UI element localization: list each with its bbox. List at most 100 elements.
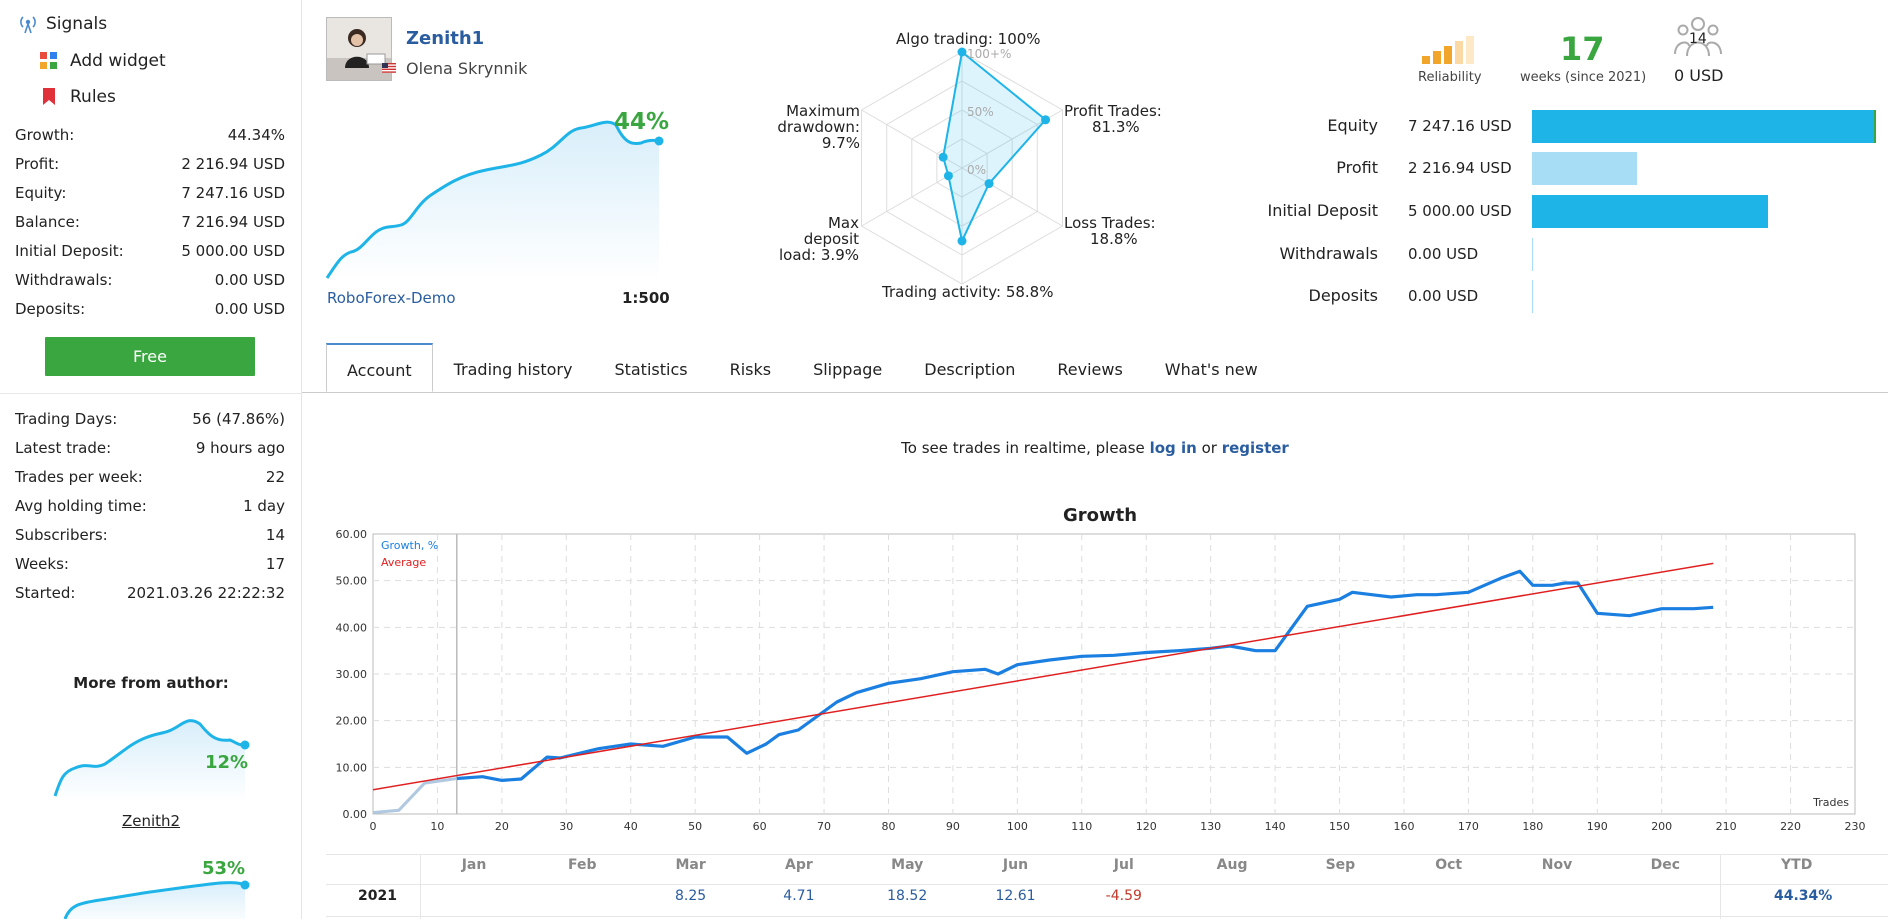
stat-initial-deposit: Initial Deposit: 5 000.00 USD <box>15 242 285 260</box>
stat-trading-days: Trading Days: 56 (47.86%) <box>15 410 285 428</box>
monthly-table <box>326 854 1888 919</box>
bar-value: 2 216.94 USD <box>1408 159 1512 177</box>
author-signal-growth: 53% <box>202 858 246 879</box>
author-signal-card[interactable]: 53% <box>50 855 250 919</box>
stat-deposits: Deposits: 0.00 USD <box>15 300 285 318</box>
chart-y-tick: 0.00 <box>343 808 368 821</box>
signal-name-link[interactable]: Zenith1 <box>406 28 485 49</box>
month-header: Jan <box>461 857 487 873</box>
chart-x-tick: 110 <box>1071 820 1092 833</box>
subscribers-people-icon <box>1674 17 1722 57</box>
free-subscribe-button[interactable]: Free <box>45 337 255 376</box>
weeks-value: 17 <box>1560 30 1605 68</box>
realtime-notice: To see trades in realtime, please log in… <box>901 439 1289 457</box>
chart-x-tick: 120 <box>1136 820 1157 833</box>
chart-legend-average: Average <box>381 556 426 569</box>
author-signal-growth: 12% <box>205 752 249 773</box>
chart-x-tick: 140 <box>1265 820 1286 833</box>
chart-y-tick: 30.00 <box>336 668 368 681</box>
bar-profit <box>1532 152 1637 185</box>
bar-label: Profit <box>1336 158 1378 177</box>
tab-bar: Account Trading history Statistics Risks Sli… <box>326 343 1279 393</box>
signal-antenna-icon <box>20 16 36 34</box>
tab-account[interactable]: Account <box>326 343 433 392</box>
chart-x-tick: 50 <box>688 820 702 833</box>
month-header: Sep <box>1325 857 1356 873</box>
stat-growth: Growth: 44.34% <box>15 126 285 144</box>
month-header: Apr <box>785 857 813 873</box>
chart-x-tick: 30 <box>559 820 573 833</box>
stat-withdrawals: Withdrawals: 0.00 USD <box>15 271 285 289</box>
nav-signals[interactable]: Signals <box>18 14 107 34</box>
register-link[interactable]: register <box>1221 439 1289 457</box>
nav-label: Rules <box>70 87 116 107</box>
chart-series-growth <box>456 569 1714 782</box>
radar-point <box>957 47 967 57</box>
month-header: Jul <box>1113 857 1134 873</box>
nav-label: Signals <box>46 14 108 34</box>
nav-add-widget[interactable]: Add widget <box>40 51 166 71</box>
stat-avg-holding: Avg holding time: 1 day <box>15 497 285 515</box>
reliability-label: Reliability <box>1418 70 1482 85</box>
growth-sparkline <box>326 120 664 280</box>
nav-rules[interactable]: Rules <box>42 87 116 107</box>
chart-y-tick: 60.00 <box>336 528 368 541</box>
chart-x-tick: 190 <box>1587 820 1608 833</box>
month-value: -4.59 <box>1105 888 1142 904</box>
author-signal-card[interactable]: 12% <box>50 712 250 802</box>
chart-series-pre <box>372 777 458 815</box>
month-header: Dec <box>1650 857 1681 873</box>
chart-y-tick: 10.00 <box>336 761 368 774</box>
tabs-divider <box>302 392 1888 393</box>
stat-trades-per-week: Trades per week: 22 <box>15 468 285 486</box>
year-label: 2021 <box>358 888 397 904</box>
tab-slippage[interactable]: Slippage <box>813 360 883 379</box>
chart-y-tick: 50.00 <box>336 575 368 588</box>
bar-value: 7 247.16 USD <box>1408 117 1512 135</box>
stat-equity: Equity: 7 247.16 USD <box>15 184 285 202</box>
tab-description[interactable]: Description <box>924 360 1016 379</box>
radar-label-algo: Algo trading: 100% <box>896 30 1041 48</box>
flag-us-icon <box>382 63 396 73</box>
ytd-header: YTD <box>1781 857 1813 873</box>
chart-x-tick: 130 <box>1200 820 1221 833</box>
tab-what-s-new[interactable]: What's new <box>1164 360 1258 379</box>
leverage: 1:500 <box>622 289 670 307</box>
broker-link[interactable]: RoboForex-Demo <box>327 289 456 307</box>
radar-point <box>943 171 953 181</box>
author-name: Olena Skrynnik <box>406 59 528 78</box>
widget-icon <box>40 52 57 69</box>
divider <box>0 393 302 394</box>
nav-label: Add widget <box>70 51 166 71</box>
author-signal-sparkline <box>53 719 250 802</box>
radar-area <box>942 50 1047 245</box>
bar-value: 0.00 USD <box>1408 287 1479 305</box>
radar-point <box>984 179 994 189</box>
month-value: 4.71 <box>783 888 815 904</box>
month-value: 18.52 <box>887 888 928 904</box>
bar-label: Deposits <box>1308 286 1379 305</box>
tab-reviews[interactable]: Reviews <box>1057 360 1123 379</box>
tab-statistics[interactable]: Statistics <box>614 360 688 379</box>
login-link[interactable]: log in <box>1149 439 1197 457</box>
month-value: 12.61 <box>995 888 1036 904</box>
chart-x-tick: 210 <box>1716 820 1737 833</box>
bar-label: Initial Deposit <box>1267 201 1378 220</box>
month-header: Feb <box>568 857 597 873</box>
subscribers-funds: 0 USD <box>1674 66 1724 85</box>
tab-trading-history[interactable]: Trading history <box>453 360 573 379</box>
bar-initial-deposit <box>1532 195 1768 228</box>
chart-title: Growth <box>1062 505 1138 526</box>
chart-x-tick: 220 <box>1780 820 1801 833</box>
stat-profit: Profit: 2 216.94 USD <box>15 155 285 173</box>
chart-legend-growth: Growth, % <box>381 539 438 552</box>
author-signal-link[interactable]: Zenith2 <box>121 812 181 830</box>
chart-x-tick: 70 <box>817 820 831 833</box>
tab-risks[interactable]: Risks <box>729 360 772 379</box>
bar-label: Equity <box>1327 116 1378 135</box>
growth-percent: 44% <box>614 109 670 135</box>
month-header: Oct <box>1435 857 1463 873</box>
chart-x-tick: 90 <box>946 820 960 833</box>
chart-x-tick: 40 <box>624 820 638 833</box>
radar-point <box>957 236 967 246</box>
